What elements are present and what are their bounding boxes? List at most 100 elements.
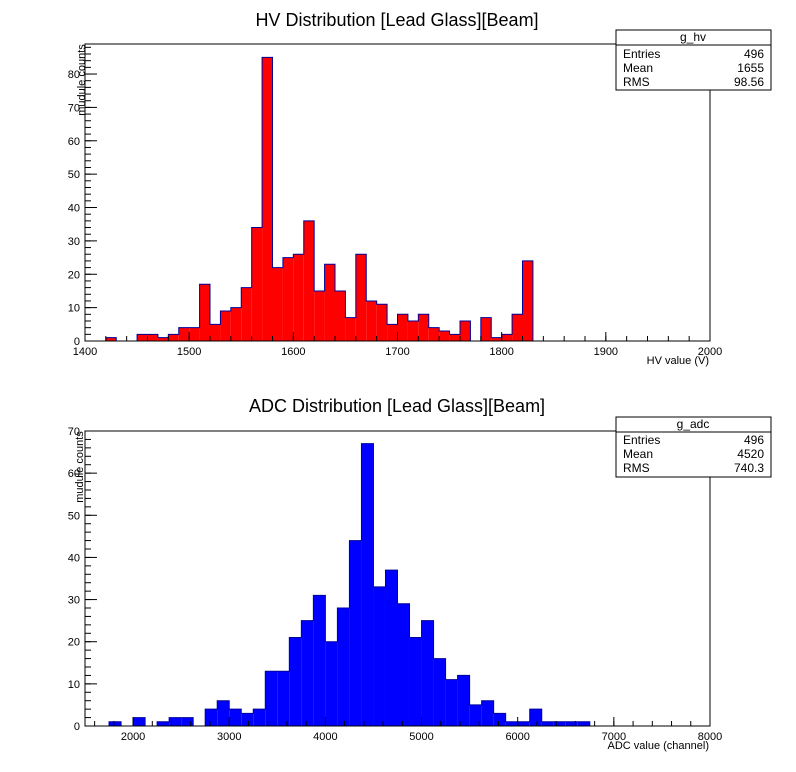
hv-y-tick-label: 30 [68,236,80,248]
adc-bar [577,721,590,726]
hv-bar [189,327,200,341]
hv-axis-ticks: 1400 1500 1600 1700 1800 1900 2000 0 10 20 30 40 50 6… [68,46,722,358]
hv-bar [418,314,429,341]
hv-bar [366,300,377,341]
hv-y-tick-label: 80 [68,69,80,81]
adc-bar [349,540,362,726]
adc-bar [289,637,302,726]
hv-bar [345,317,356,341]
adc-y-tick-label: 0 [74,721,80,733]
adc-y-tick-label: 10 [68,679,80,691]
adc-bar [205,709,218,726]
hv-bar [293,254,304,341]
hv-x-tick-label: 1600 [281,346,305,358]
adc-bar [241,713,254,726]
hv-bar [439,330,450,341]
adc-bar [529,709,542,726]
adc-y-axis-label: mudule counts [74,431,86,503]
adc-y-tick-label: 30 [68,595,80,607]
hv-stats-mean-label: Mean [623,61,653,75]
adc-bar [217,700,230,726]
hv-histogram-outline [105,56,534,342]
adc-bar [553,721,566,726]
adc-bar [565,721,578,726]
adc-bar [445,679,458,726]
hv-y-tick-label: 50 [68,169,80,181]
hv-stats-mean-value: 1655 [737,61,764,75]
adc-y-tick-label: 40 [68,552,80,564]
adc-bar [457,675,470,726]
hv-bar [397,314,408,341]
hv-x-tick-label: 1500 [177,346,201,358]
hv-stats-entries-value: 496 [744,47,764,61]
hv-stats-rms-label: RMS [623,75,650,89]
adc-bar [385,570,398,726]
hv-y-tick-label: 20 [68,269,80,281]
adc-bar [169,717,182,726]
adc-histogram-outline [108,443,591,727]
adc-y-tick-label: 20 [68,637,80,649]
hv-x-tick-label: 2000 [698,346,722,358]
hv-bar [199,284,210,341]
hv-bar [387,324,398,341]
hv-bar [449,334,460,341]
hv-stats-name: g_hv [680,30,706,44]
adc-y-tick-label: 50 [68,510,80,522]
adc-x-tick-label: 5000 [409,731,433,743]
adc-bar [541,721,554,726]
adc-stats-box: g_adc Entries 496 Mean 4520 RMS 740.3 [615,416,772,478]
adc-bar [493,713,506,726]
hv-bar [272,267,283,341]
hv-bar [262,57,273,341]
adc-bars [108,443,591,727]
adc-x-tick-label: 7000 [602,731,626,743]
adc-y-tick-label: 70 [68,426,80,438]
adc-bar [337,608,350,726]
adc-stats-rms-label: RMS [623,461,650,475]
hv-bar [428,327,440,341]
adc-bar [265,671,278,726]
adc-x-tick-label: 6000 [505,731,529,743]
hv-stats-rms-value: 98.56 [734,75,764,89]
adc-x-tick-label: 8000 [698,731,722,743]
adc-y-tick-label: 60 [68,468,80,480]
hv-bar [157,337,169,341]
adc-stats-entries-label: Entries [623,433,660,447]
hv-bar [324,264,335,341]
hv-bar [376,304,388,341]
hv-bar [230,307,242,341]
hv-bar [147,334,158,341]
adc-bar [397,603,410,726]
hv-bar [501,334,513,341]
hv-bar [168,334,179,341]
adc-bar [469,704,482,726]
hv-stats-entries-label: Entries [623,47,660,61]
adc-bar [505,721,518,726]
adc-bar [277,671,290,726]
hv-y-axis-label: mudule counts [76,44,88,116]
hv-bar [512,314,523,341]
hv-y-tick-label: 0 [74,336,80,348]
hv-bar [407,320,419,341]
adc-bar [481,700,494,726]
adc-bar [433,658,446,726]
adc-bar [133,717,146,726]
hv-y-tick-label: 60 [68,136,80,148]
adc-bar [421,620,434,726]
hv-bar [105,337,117,341]
hv-x-tick-label: 1900 [594,346,618,358]
hv-bar [522,260,533,341]
adc-x-tick-label: 2000 [121,731,145,743]
adc-bar [109,721,122,726]
adc-stats-name: g_adc [677,417,710,431]
hv-bar [480,317,492,341]
hv-bars [105,56,534,342]
hv-bar [460,320,471,341]
hv-bar [314,290,325,341]
adc-x-tick-label: 4000 [313,731,337,743]
adc-bar [361,443,374,726]
hv-bar [251,227,263,341]
hv-bar [335,290,346,341]
adc-bar [301,620,314,726]
